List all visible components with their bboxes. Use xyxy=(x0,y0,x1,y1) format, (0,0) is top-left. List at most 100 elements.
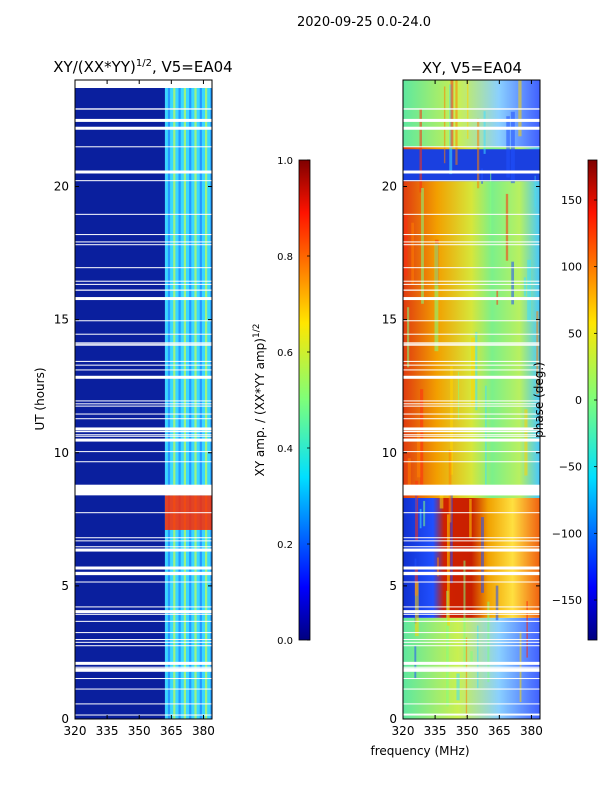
right-heatmap-flag xyxy=(403,403,540,405)
right-heatmap-flag xyxy=(403,126,540,130)
right-heatmap-streak xyxy=(450,80,454,147)
right-heatmap-streak xyxy=(511,261,515,305)
left-heatmap-flag xyxy=(75,297,212,301)
left-heatmap-flag xyxy=(75,280,212,282)
colorbar-tick-label: 150 xyxy=(561,194,582,207)
right-heatmap-flag xyxy=(403,180,540,182)
right-heatmap-flag xyxy=(403,146,540,148)
left-heatmap-flag xyxy=(75,405,212,407)
y-tick-label: 20 xyxy=(54,180,69,194)
colorbar-tick-label: 50 xyxy=(568,327,582,340)
right-heatmap-flag xyxy=(403,668,540,672)
right-heatmap-streak xyxy=(518,80,522,137)
left-heatmap-flag xyxy=(75,620,212,622)
left-heatmap-flag xyxy=(75,438,212,442)
colorbar-tick-label: 0.2 xyxy=(277,540,293,551)
right-heatmap-streak xyxy=(536,311,539,394)
left-heatmap-flag xyxy=(75,320,212,322)
right-heatmap-flag xyxy=(403,678,540,680)
left-heatmap-flag xyxy=(75,234,212,236)
colorbar-tick-label: −100 xyxy=(552,527,582,540)
left-heatmap-flag xyxy=(75,641,212,643)
left-heatmap-flag xyxy=(75,572,212,576)
right-heatmap-streak xyxy=(455,80,458,165)
right-heatmap-streak xyxy=(419,508,422,529)
right-heatmap xyxy=(403,80,540,719)
left-heatmap-flag xyxy=(75,213,212,215)
left-panel-title: XY/(XX*YY)1/2, V5=EA04 xyxy=(53,58,232,76)
left-heatmap-flag xyxy=(75,170,212,174)
right-heatmap-streak xyxy=(471,337,475,408)
x-tick-label: 365 xyxy=(160,724,183,738)
right-heatmap-flag xyxy=(403,703,540,705)
right-heatmap-streak xyxy=(481,517,484,593)
left-heatmap-flag xyxy=(75,632,212,634)
right-heatmap-flag xyxy=(403,320,540,322)
right-heatmap-flag xyxy=(403,430,540,432)
right-heatmap-flag xyxy=(403,369,540,371)
right-heatmap-streak xyxy=(439,486,444,509)
left-heatmap-flag xyxy=(75,344,212,346)
left-heatmap-stripe xyxy=(205,80,208,719)
right-heatmap-flag xyxy=(403,645,540,647)
y-tick-label: 15 xyxy=(382,313,397,327)
right-heatmap-streak xyxy=(458,371,460,421)
left-heatmap-flag xyxy=(75,606,212,608)
left-heatmap-flag xyxy=(75,403,212,405)
right-heatmap-flag xyxy=(403,280,540,282)
left-heatmap-stripe xyxy=(199,80,202,719)
left-heatmap-flag xyxy=(75,666,212,668)
y-tick-label: 5 xyxy=(61,579,69,593)
right-heatmap-streak xyxy=(477,625,479,689)
right-heatmap-streak xyxy=(404,214,408,277)
right-heatmap-top-band xyxy=(403,80,540,147)
right-heatmap-flag xyxy=(403,297,540,301)
right-heatmap-flag xyxy=(403,108,540,110)
right-heatmap-streak xyxy=(527,259,532,322)
y-tick-label: 20 xyxy=(382,180,397,194)
right-heatmap-streak xyxy=(407,307,410,368)
left-heatmap-stripe xyxy=(194,80,197,719)
left-axes-frame xyxy=(74,79,213,720)
left-heatmap-flag xyxy=(75,546,212,548)
left-heatmap-flag xyxy=(75,434,212,436)
amplitude-colorbar xyxy=(298,159,311,641)
right-heatmap-flag xyxy=(403,343,540,345)
right-heatmap-flag xyxy=(403,661,540,665)
left-heatmap-flag xyxy=(75,484,212,496)
left-heatmap-flag xyxy=(75,668,212,672)
left-heatmap-flag xyxy=(75,244,212,246)
left-heatmap-flag xyxy=(75,451,212,453)
right-heatmap-flag xyxy=(403,639,540,641)
right-heatmap-flag xyxy=(403,405,540,407)
right-heatmap-streak xyxy=(524,409,528,476)
amplitude-colorbar-label: XY amp. / (XX*YY amp)1/2 xyxy=(252,324,267,477)
right-heatmap-flag xyxy=(403,714,540,716)
left-heatmap-flag xyxy=(75,241,212,243)
right-heatmap-flag xyxy=(403,170,540,174)
x-tick-label: 380 xyxy=(520,724,543,738)
right-heatmap-flag xyxy=(403,461,540,463)
left-heatmap-flag xyxy=(75,548,212,552)
left-heatmap xyxy=(75,80,213,719)
right-heatmap-flag xyxy=(403,548,540,552)
left-heatmap-band xyxy=(164,80,212,719)
right-axis-ticks: 320 335 350 365 380 0 5 10 15 20 xyxy=(382,80,543,738)
right-heatmap-streak xyxy=(505,193,509,261)
left-heatmap-flag xyxy=(75,80,212,88)
right-heatmap-flag xyxy=(403,606,540,608)
left-heatmap-flag xyxy=(75,146,212,148)
right-heatmap-streak xyxy=(469,498,472,539)
right-axes-frame xyxy=(402,79,541,720)
right-heatmap-streak xyxy=(510,111,515,184)
colorbar-tick-label: 1.0 xyxy=(277,156,293,167)
right-heatmap-streak xyxy=(483,111,486,154)
left-heatmap-flag xyxy=(75,703,212,705)
y-tick-label: 5 xyxy=(389,579,397,593)
x-tick-label: 335 xyxy=(424,724,447,738)
right-heatmap-streak xyxy=(446,514,450,626)
right-heatmap-streak xyxy=(450,366,453,475)
right-heatmap-streak xyxy=(476,118,480,189)
right-heatmap-streak xyxy=(465,637,468,717)
